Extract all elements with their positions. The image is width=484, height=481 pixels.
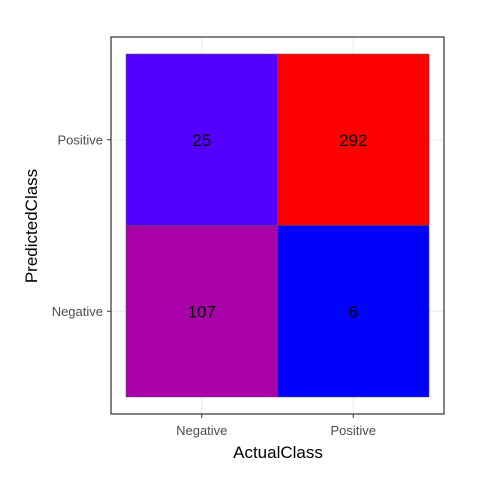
cell-labels: 25 292 107 6 <box>188 131 368 322</box>
x-axis-title: ActualClass <box>233 443 323 462</box>
panel-border <box>110 36 445 415</box>
cell-value-label: 6 <box>349 302 358 321</box>
cell-value-label: 25 <box>192 131 211 150</box>
tile-negative-positive <box>277 225 430 398</box>
x-tick-label: Negative <box>176 423 227 438</box>
cell-value-label: 107 <box>188 302 216 321</box>
y-axis-title: PredictedClass <box>22 169 41 283</box>
tiles <box>125 53 430 398</box>
y-tick-label: Negative <box>52 304 103 319</box>
tile-negative-negative <box>125 225 278 398</box>
x-axis-ticks: Negative Positive <box>176 414 376 438</box>
y-axis-ticks: Negative Positive <box>52 132 111 319</box>
tile-positive-positive <box>277 53 430 226</box>
y-tick-label: Positive <box>57 132 103 147</box>
x-tick-label: Positive <box>330 423 376 438</box>
cell-value-label: 292 <box>339 131 367 150</box>
